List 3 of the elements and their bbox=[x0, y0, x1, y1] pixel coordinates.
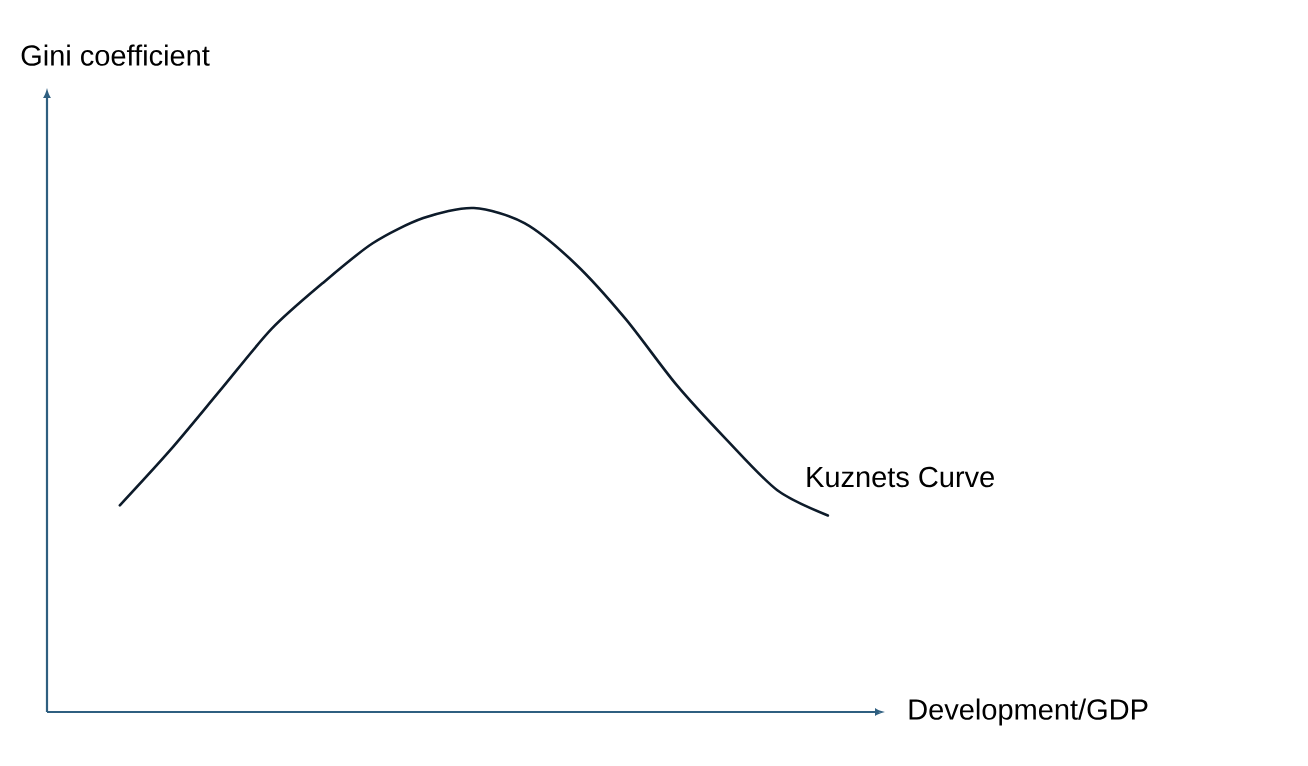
y-axis-title: Gini coefficient bbox=[21, 44, 210, 66]
series-label: Kuznets Curve bbox=[807, 466, 994, 488]
x-axis-title: Development/GDP bbox=[909, 698, 1148, 726]
